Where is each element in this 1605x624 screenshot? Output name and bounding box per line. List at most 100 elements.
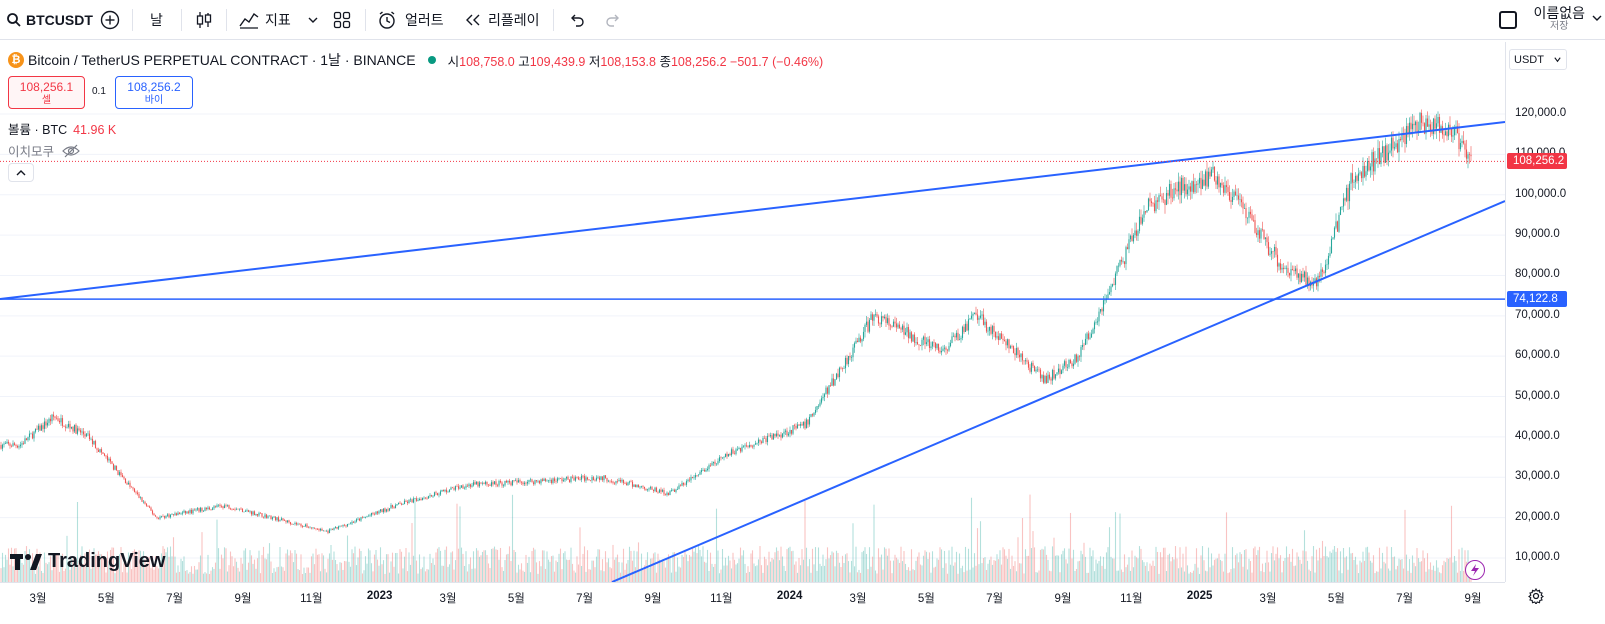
volume-bar [1269, 571, 1271, 582]
indicators-dropdown[interactable] [307, 0, 319, 40]
gear-icon[interactable] [1528, 588, 1544, 604]
volume-bar [271, 572, 274, 582]
volume-bar [720, 569, 722, 582]
candle [468, 482, 470, 489]
volume-bar [1216, 558, 1219, 582]
candle [1075, 353, 1078, 363]
volume-bar [208, 573, 211, 582]
volume-bar [501, 567, 503, 582]
candle [379, 508, 382, 513]
alert-button[interactable]: 얼러트 [377, 0, 444, 40]
layout-name-button[interactable]: 이름없음 저장 [1533, 5, 1585, 33]
candle [270, 515, 272, 520]
candle [940, 346, 943, 356]
volume-bar [336, 564, 338, 582]
undo-button[interactable] [568, 0, 586, 40]
candle [775, 430, 778, 438]
volume-bar [639, 569, 641, 582]
collapse-legend-button[interactable] [8, 163, 34, 182]
volume-bar [315, 548, 317, 582]
volume-bar [522, 570, 524, 582]
volume-bar [270, 561, 272, 582]
volume-bar [1381, 552, 1384, 582]
volume-bar [1188, 573, 1190, 582]
volume-bar [481, 551, 484, 582]
volume-legend[interactable]: 볼륨 · BTC 41.96 K [8, 119, 116, 138]
volume-bar [663, 561, 665, 582]
candle [411, 498, 413, 503]
volume-bar [558, 553, 560, 582]
volume-bar [1360, 562, 1363, 582]
time-tick-label: 5월 [97, 593, 115, 605]
candle [39, 423, 41, 431]
eye-hidden-icon[interactable] [62, 144, 80, 158]
candle [376, 510, 379, 515]
price-tick-label: 10,000.0 [1515, 551, 1560, 563]
candle [427, 495, 430, 499]
time-tick-label: 11월 [710, 593, 733, 605]
redo-button[interactable] [604, 0, 622, 40]
series-title: Bitcoin / TetherUS PERPETUAL CONTRACT · … [28, 52, 416, 68]
candle [387, 507, 389, 513]
candle [877, 314, 880, 327]
volume-bar [162, 546, 164, 582]
candle [459, 485, 461, 490]
currency-selector[interactable]: USDT [1509, 49, 1567, 70]
candle [1171, 188, 1174, 203]
candle [157, 517, 160, 520]
volume-bar [345, 561, 347, 582]
replay-button[interactable]: 리플레이 [464, 0, 540, 40]
volume-bar [1248, 558, 1250, 582]
candle [1239, 193, 1241, 207]
templates-button[interactable] [333, 0, 351, 40]
market-status-dot[interactable] [427, 56, 436, 64]
candle [1021, 351, 1024, 365]
price-chart[interactable] [0, 42, 1505, 582]
candle [1297, 273, 1300, 285]
candle [1128, 233, 1130, 254]
buy-button[interactable]: 108,256.2 바이 [115, 76, 193, 109]
volume-bar [390, 561, 392, 582]
volume-bar [168, 556, 170, 582]
candle [784, 428, 787, 436]
tradingview-logo[interactable]: TradingView [10, 550, 165, 573]
ichimoku-legend[interactable]: 이치모쿠 [8, 141, 80, 160]
candle [577, 476, 580, 481]
bitcoin-icon: ₿ [8, 52, 24, 68]
candle [192, 508, 194, 515]
candle [1398, 131, 1400, 162]
volume-bar [277, 566, 280, 582]
candle [1069, 358, 1072, 364]
layout-square-icon[interactable] [1499, 11, 1517, 29]
candle [21, 440, 23, 448]
volume-bar [1215, 558, 1217, 582]
chart-pane[interactable] [0, 42, 1540, 597]
volume-bar [844, 554, 847, 582]
volume-bar [1000, 564, 1003, 582]
volume-bar [813, 564, 815, 582]
price-axis[interactable] [1505, 42, 1605, 582]
candle [795, 423, 797, 431]
volume-bar [789, 546, 791, 582]
sell-button[interactable]: 108,256.1 셀 [8, 76, 85, 109]
volume-bar [669, 556, 671, 582]
chevron-down-icon[interactable] [1591, 12, 1603, 24]
chart-type-button[interactable] [195, 0, 213, 40]
candle [999, 333, 1001, 341]
volume-bar [1032, 531, 1034, 582]
volume-bar [879, 557, 881, 582]
symbol-search[interactable]: BTCUSDT [6, 0, 93, 40]
candle [81, 428, 83, 436]
candle [322, 530, 325, 532]
compare-button[interactable] [100, 0, 120, 40]
candle [763, 435, 766, 439]
volume-bar [1288, 553, 1291, 582]
interval-button[interactable]: 날 [150, 0, 163, 40]
volume-bar [25, 546, 28, 582]
candle [1327, 252, 1330, 270]
volume-bar [357, 557, 359, 582]
indicators-button[interactable]: 지표 [238, 0, 291, 40]
lightning-icon[interactable] [1465, 560, 1485, 580]
time-axis[interactable]: 3월 5월 7월 9월 11월 2023 3월 5월 7월 9월 11월 2024 3월 5월 7월 9월 11… [0, 582, 1505, 624]
volume-bar [856, 572, 859, 582]
